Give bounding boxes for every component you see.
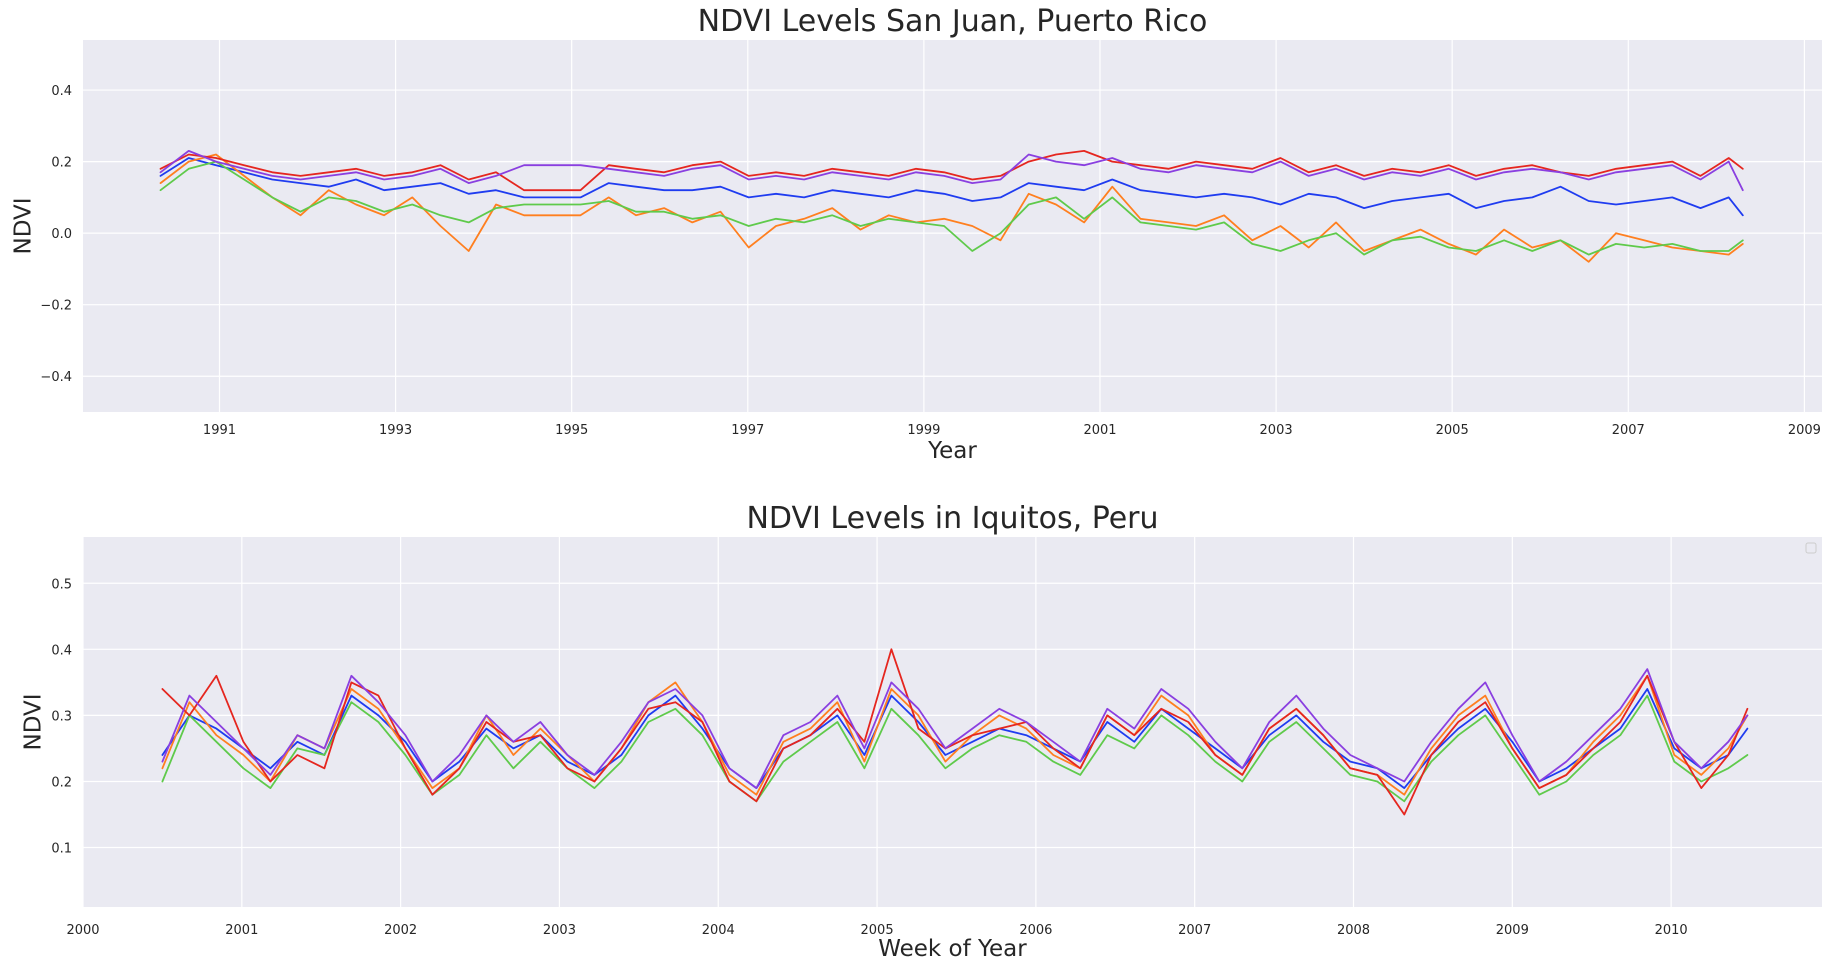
iquitos-y-tick-label: 0.2	[51, 775, 72, 790]
iquitos-x-tick-label: 2004	[702, 923, 735, 938]
san-juan-x-tick-label: 2001	[1083, 423, 1116, 438]
iquitos-x-axis-label: Week of Year	[878, 936, 1027, 962]
iquitos-x-tick-label: 2009	[1496, 923, 1529, 938]
san-juan-x-axis-label: Year	[927, 438, 977, 464]
san-juan-x-tick-label: 2003	[1260, 423, 1293, 438]
san-juan-series-line-1	[159, 157, 1744, 217]
san-juan-chart: 1991 1993 1995 1997 1999 2001 2003 2005 2007 2009…	[11, 4, 1822, 464]
iquitos-series-lines	[161, 648, 1749, 816]
san-juan-x-tick-label: 2005	[1436, 423, 1469, 438]
san-juan-y-tick-label: 0.4	[51, 84, 72, 99]
iquitos-grid	[82, 537, 1822, 907]
san-juan-series-line-2	[159, 153, 1744, 263]
iquitos-y-tick-label: 0.3	[51, 709, 72, 724]
san-juan-plot-area	[83, 40, 1822, 412]
iquitos-legend-box	[1805, 542, 1817, 554]
iquitos-x-tick-label: 2010	[1655, 923, 1688, 938]
san-juan-series-line-4	[159, 149, 1744, 192]
iquitos-chart-title: NDVI Levels in Iquitos, Peru	[746, 501, 1158, 536]
san-juan-x-tick-label: 1997	[731, 423, 764, 438]
san-juan-series-line-5	[159, 149, 1744, 192]
iquitos-y-tick-label: 0.4	[51, 643, 72, 658]
iquitos-y-tick-labels: 0.1 0.2 0.3 0.4 0.5	[51, 577, 72, 856]
san-juan-y-tick-label: −0.4	[40, 370, 72, 385]
san-juan-x-tick-label: 1993	[379, 423, 412, 438]
iquitos-x-tick-label: 2007	[1178, 923, 1211, 938]
san-juan-x-tick-label: 1995	[555, 423, 588, 438]
iquitos-x-tick-label: 2001	[225, 923, 258, 938]
san-juan-x-tick-label: 2007	[1612, 423, 1645, 438]
san-juan-x-tick-label: 1999	[907, 423, 940, 438]
iquitos-x-tick-label: 2000	[66, 923, 99, 938]
iquitos-series-line-2	[161, 674, 1749, 796]
iquitos-x-tick-label: 2006	[1019, 923, 1052, 938]
san-juan-series-lines	[159, 149, 1744, 263]
san-juan-y-axis-label: NDVI	[11, 197, 37, 254]
iquitos-y-axis-label: NDVI	[21, 693, 47, 750]
san-juan-y-tick-label: 0.0	[51, 227, 72, 242]
iquitos-x-tick-label: 2005	[861, 923, 894, 938]
san-juan-y-tick-labels: −0.4 −0.2 0.0 0.2 0.4	[40, 84, 72, 385]
san-juan-y-tick-label: 0.2	[51, 156, 72, 171]
iquitos-series-line-5	[161, 668, 1749, 789]
san-juan-grid	[83, 40, 1822, 412]
iquitos-chart: 2000 2001 2002 2003 2004 2005 2006 2007 2008 2009…	[21, 501, 1822, 962]
iquitos-plot-area	[83, 537, 1822, 907]
iquitos-x-tick-label: 2003	[543, 923, 576, 938]
san-juan-x-tick-labels: 1991 1993 1995 1997 1999 2001 2003 2005 2007 2009	[203, 423, 1821, 438]
san-juan-series-line-3	[159, 160, 1744, 256]
san-juan-y-tick-label: −0.2	[40, 299, 72, 314]
iquitos-y-tick-label: 0.1	[51, 842, 72, 857]
iquitos-y-tick-label: 0.5	[51, 577, 72, 592]
san-juan-x-tick-label: 2009	[1788, 423, 1821, 438]
iquitos-x-tick-labels: 2000 2001 2002 2003 2004 2005 2006 2007 2008 2009…	[66, 923, 1687, 938]
san-juan-chart-title: NDVI Levels San Juan, Puerto Rico	[698, 4, 1208, 39]
iquitos-x-tick-label: 2008	[1337, 923, 1370, 938]
iquitos-series-line-4	[161, 648, 1749, 816]
san-juan-x-tick-label: 1991	[203, 423, 236, 438]
iquitos-x-tick-label: 2002	[384, 923, 417, 938]
